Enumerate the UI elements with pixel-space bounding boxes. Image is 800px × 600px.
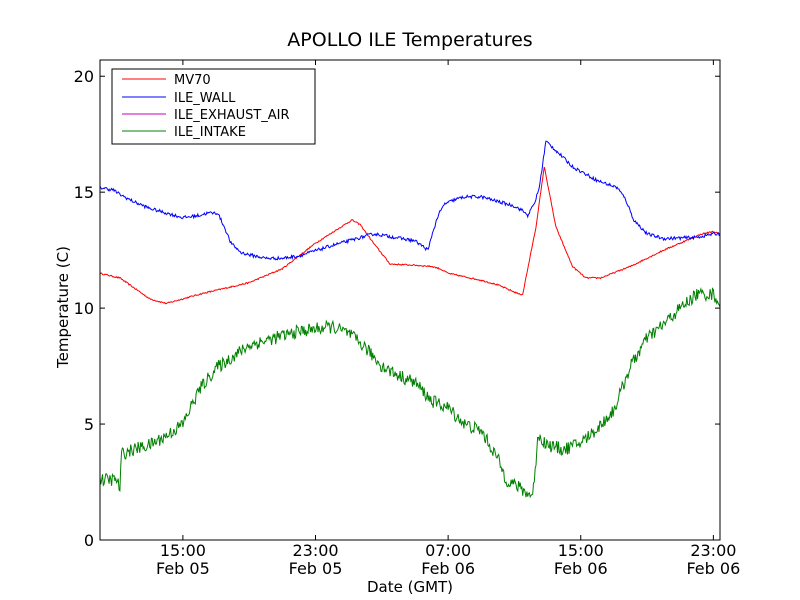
y-tick-label: 0 [84,531,94,550]
axes-frame [99,59,721,541]
x-tick-label-date: Feb 05 [156,559,210,578]
x-tick-label-time: 15:00 [160,541,206,560]
y-tick-label: 5 [84,415,94,434]
x-tick-label-date: Feb 06 [421,559,475,578]
legend-label: ILE_WALL [174,91,236,106]
x-tick-label-date: Feb 05 [289,559,343,578]
legend-label: ILE_EXHAUST_AIR [174,108,290,123]
chart-title: APOLLO ILE Temperatures [287,29,532,51]
x-tick-label-date: Feb 06 [554,559,608,578]
x-tick-label-time: 23:00 [292,541,338,560]
x-axis-label: Date (GMT) [367,578,453,596]
plot-lines [99,140,721,499]
x-tick-label-date: Feb 06 [686,559,740,578]
y-tick-label: 20 [74,67,94,86]
series-line-mv70 [99,166,720,305]
series-line-ile-wall [99,140,721,261]
x-tick-label-time: 07:00 [425,541,471,560]
y-axis-label: Temperature (C) [54,246,72,369]
legend-label: MV70 [174,73,211,88]
legend-entry: ILE_WALL [122,91,236,106]
x-tick-label-time: 23:00 [690,541,736,560]
legend-entry: ILE_EXHAUST_AIR [122,108,290,123]
legend-entry: MV70 [122,73,211,88]
y-tick-label: 15 [74,183,94,202]
legend-label: ILE_INTAKE [174,125,246,140]
y-tick-label: 10 [74,299,94,318]
x-tick-label-time: 15:00 [558,541,604,560]
series-line-ile-intake [99,287,721,499]
legend-entry: ILE_INTAKE [122,125,246,140]
legend: MV70 ILE_WALL ILE_EXHAUST_AIR ILE_INTAKE [111,68,316,145]
